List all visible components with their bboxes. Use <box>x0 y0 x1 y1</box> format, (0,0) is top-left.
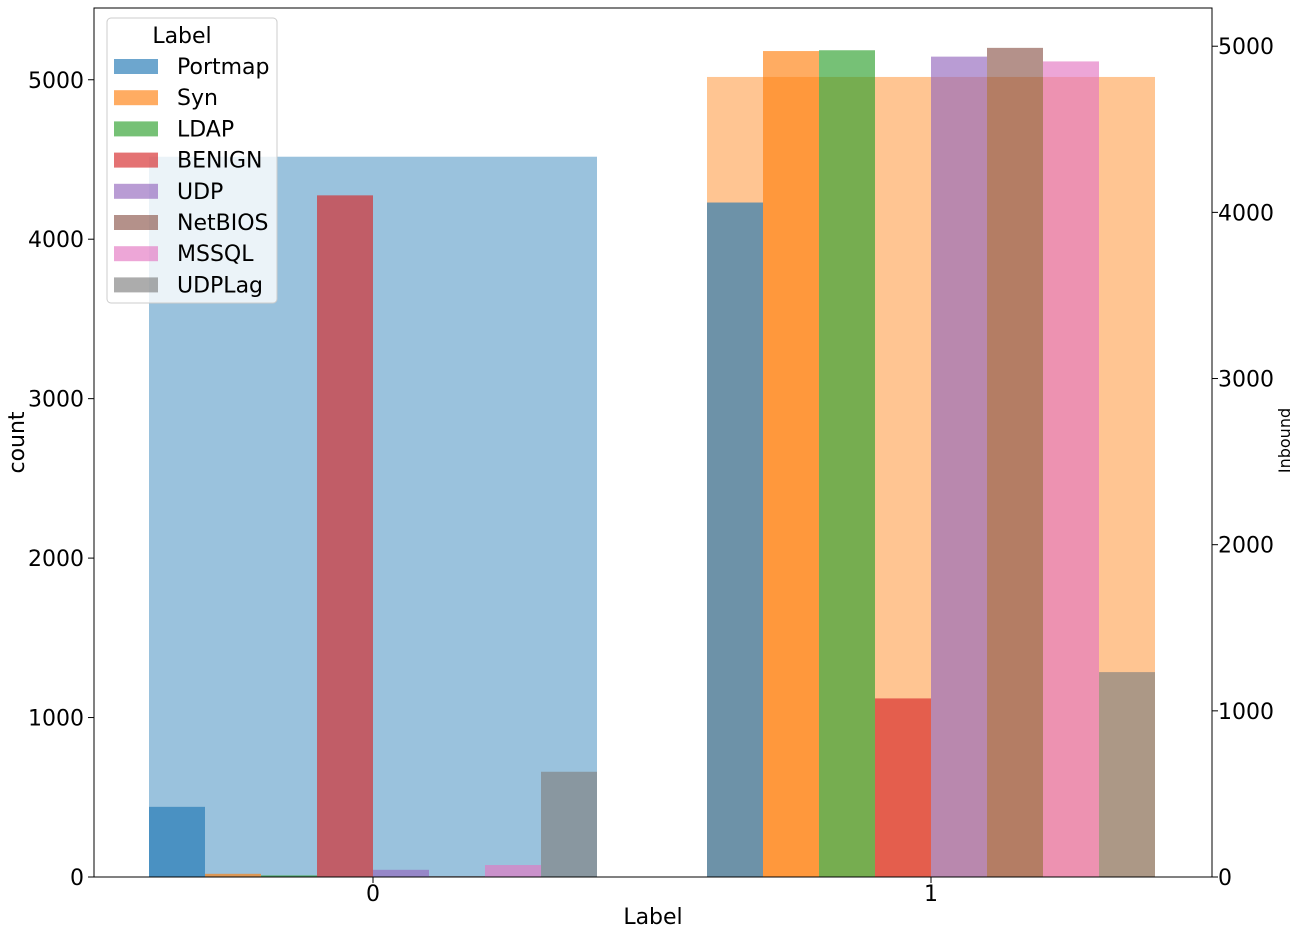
right-y-axis-title: Inbound <box>1275 408 1294 473</box>
legend-label-portmap: Portmap <box>177 55 270 80</box>
legend-swatch-syn <box>114 90 158 106</box>
right-y-tick-label: 2000 <box>1218 534 1274 559</box>
x-axis-title: Label <box>623 905 682 930</box>
right-y-tick-label: 3000 <box>1218 368 1274 393</box>
bar-udplag-1 <box>1099 672 1155 877</box>
right-y-tick-label: 4000 <box>1218 201 1274 226</box>
left-y-tick-label: 0 <box>70 866 84 891</box>
legend-box <box>106 17 278 304</box>
y-axis-title: count <box>5 411 30 473</box>
legend-swatch-benign <box>114 152 158 168</box>
bar-ldap-1 <box>819 50 875 877</box>
left-y-tick-label: 1000 <box>28 707 84 732</box>
legend-label-udp: UDP <box>177 180 223 205</box>
legend-swatch-ldap <box>114 121 158 137</box>
bar-benign-0 <box>317 195 373 877</box>
bar-mssql-0 <box>485 865 541 877</box>
left-y-tick-label: 2000 <box>28 547 84 572</box>
bar-portmap-1 <box>707 202 763 877</box>
left-y-tick-label: 4000 <box>28 228 84 253</box>
legend-swatch-mssql <box>114 246 158 262</box>
legend-title: Label <box>152 24 211 49</box>
legend-swatch-udp <box>114 183 158 199</box>
right-y-tick-label: 5000 <box>1218 35 1274 60</box>
legend-label-mssql: MSSQL <box>177 242 254 267</box>
bar-mssql-1 <box>1043 61 1099 878</box>
bars-layer <box>149 47 1155 878</box>
legend: Label Portmap Syn LDAP BENIGN UDP NetBIOS MSSQL… <box>106 17 278 304</box>
right-y-tick-label: 0 <box>1218 866 1232 891</box>
bar-portmap-0 <box>149 806 205 877</box>
legend-swatch-udplag <box>114 277 158 293</box>
x-tick-label: 0 <box>366 882 380 907</box>
bar-udp-1 <box>931 56 987 878</box>
left-y-tick-label: 5000 <box>28 69 84 94</box>
legend-swatch-portmap <box>114 59 158 74</box>
axes-layer: 0 1000 2000 3000 4000 5000 0 1000 2000 3000 4000 50… <box>28 7 1274 907</box>
bar-udp-0 <box>373 869 429 877</box>
legend-label-ldap: LDAP <box>177 117 234 142</box>
bar-syn-0 <box>205 873 261 877</box>
legend-label-benign: BENIGN <box>177 149 262 174</box>
bar-udplag-0 <box>541 771 597 877</box>
legend-label-netbios: NetBIOS <box>177 211 268 236</box>
bar-benign-1 <box>875 698 931 877</box>
bar-syn-1 <box>763 51 819 877</box>
legend-label-syn: Syn <box>177 86 218 111</box>
bar-ldap-0 <box>261 875 317 877</box>
legend-swatch-netbios <box>114 215 158 230</box>
legend-label-udplag: UDPLag <box>177 273 263 298</box>
x-tick-label: 1 <box>924 882 938 907</box>
left-y-tick-label: 3000 <box>28 388 84 413</box>
plot-frame <box>93 7 1213 878</box>
right-y-tick-label: 1000 <box>1218 700 1274 725</box>
bar-netbios-1 <box>987 47 1043 878</box>
